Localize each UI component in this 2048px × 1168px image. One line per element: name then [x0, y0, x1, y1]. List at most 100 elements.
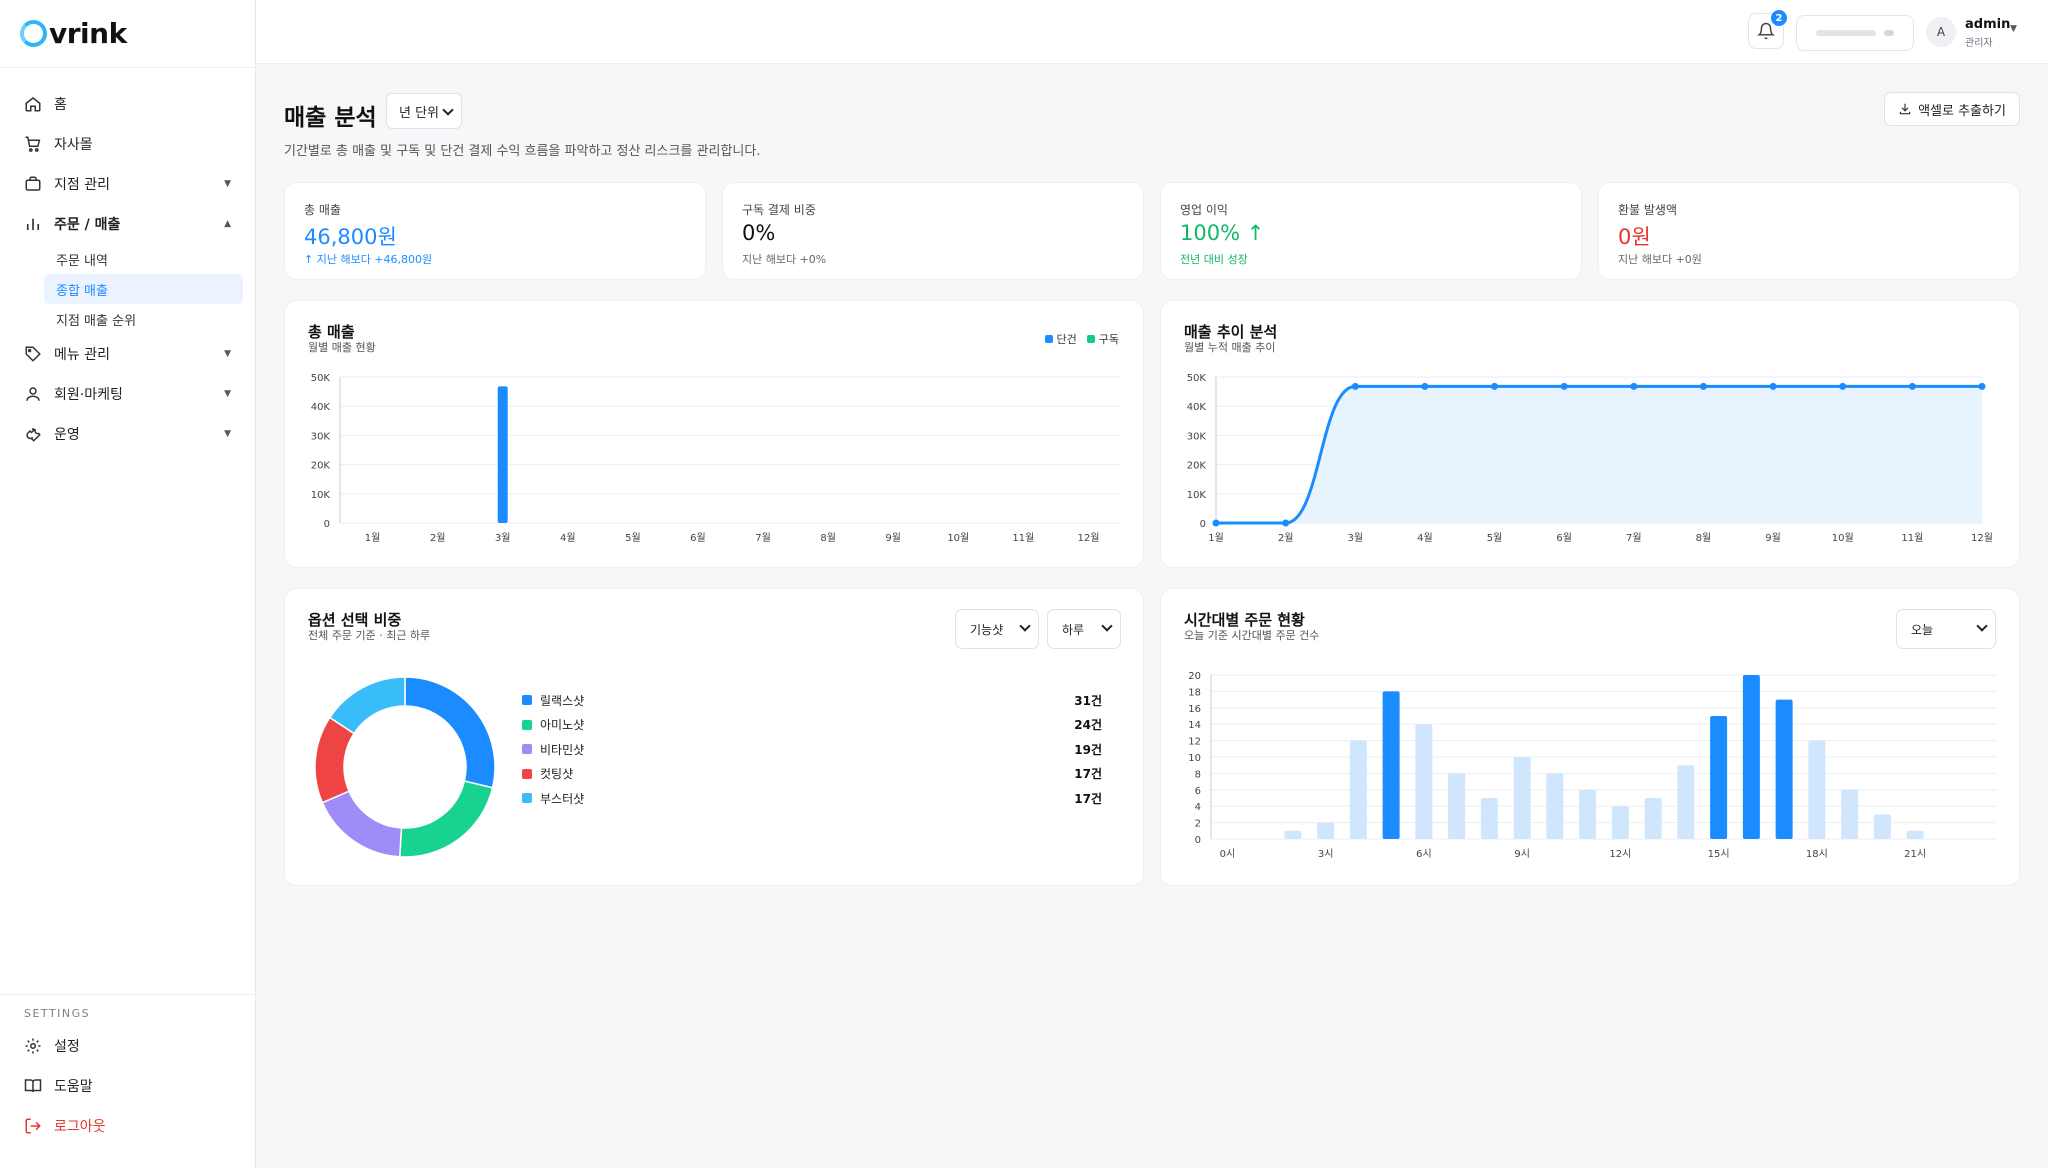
- trend-point: [1282, 519, 1290, 527]
- trend-point: [1908, 382, 1916, 390]
- chart-title: 총 매출: [308, 323, 355, 341]
- y-tick-label: 14: [1188, 720, 1201, 731]
- chart-title: 옵션 선택 비중: [308, 611, 402, 629]
- kpi-value: 100% ↑: [1180, 221, 1265, 245]
- y-tick-label: 10K: [1187, 490, 1207, 501]
- legend-label: 단건: [1056, 333, 1077, 346]
- hourly-orders-bar-chart: 0 2 4 6 8 10 12 14 16 18 20 0시 3시 6시 9시 12시 15시 18시 21시: [1188, 671, 1997, 860]
- chart-subtitle: 전체 주문 기준 · 최근 하루: [308, 629, 431, 642]
- sidebar-item-label: 자사몰: [54, 137, 93, 153]
- donut-slice: [328, 676, 406, 735]
- avatar[interactable]: A: [1926, 17, 1956, 47]
- donut-slice: [404, 676, 496, 789]
- sidebar-item-branches[interactable]: 지점 관리 ▼: [0, 164, 255, 204]
- category-select[interactable]: 기능샷: [955, 609, 1039, 649]
- kpi-label: 총 매출: [304, 203, 341, 217]
- option-legend-row: 릴랙스샷 31건: [522, 689, 1102, 711]
- y-tick-label: 10K: [311, 490, 331, 501]
- chevron-down-icon[interactable]: ▼: [2010, 24, 2017, 34]
- sidebar-item-members[interactable]: 회원·마케팅 ▼: [0, 374, 255, 414]
- export-excel-button[interactable]: 액셀로 추출하기: [1884, 92, 2020, 126]
- total-sales-bar-chart: 0 10K 20K 30K 40K 50K 1월 2월 3월 4월 5월 6월 7월 8월 9월 10월 11월…: [311, 373, 1121, 544]
- x-tick-label: 10월: [1832, 532, 1854, 544]
- logo-ring-icon: [20, 20, 47, 47]
- tag-icon: [25, 346, 41, 362]
- x-tick-label: 2월: [430, 532, 446, 544]
- gear-icon: [25, 1038, 41, 1054]
- sidebar-item-label: 도움말: [54, 1079, 93, 1095]
- x-tick-label: 3월: [495, 532, 511, 544]
- x-tick-label: 8월: [1696, 532, 1712, 544]
- x-tick-label: 12월: [1971, 532, 1993, 544]
- hour-bar: [1742, 675, 1760, 839]
- sidebar-item-settings[interactable]: 설정: [0, 1026, 255, 1066]
- sidebar-nav: 홈 자사몰 지점 관리 ▼ 주문 / 매출 ▲ 주문 내역 종합 매출 지점 매…: [0, 68, 255, 454]
- option-label: 부스터샷: [540, 791, 585, 806]
- legend-swatch: [522, 793, 532, 803]
- x-tick-label: 12시: [1609, 848, 1631, 860]
- option-legend-row: 컷팅샷 17건: [522, 763, 1102, 785]
- sidebar-item-shop[interactable]: 자사몰: [0, 124, 255, 164]
- hour-bar: [1579, 789, 1597, 839]
- trend-point: [1839, 382, 1847, 390]
- x-tick-label: 9월: [885, 532, 901, 544]
- legend-swatch: [522, 768, 532, 779]
- sales-trend-area-chart: 0 10K 20K 30K 40K 50K 1월 2월 3월 4월 5월 6월 7월 8월 9월 10월 11월…: [1187, 373, 1993, 544]
- y-tick-label: 16: [1188, 704, 1201, 715]
- sidebar-item-help[interactable]: 도움말: [0, 1066, 255, 1106]
- hour-bar: [1349, 740, 1367, 839]
- day-select[interactable]: 오늘: [1896, 609, 1996, 649]
- trend-point: [1630, 382, 1638, 390]
- brand-logo[interactable]: vrink: [0, 0, 255, 68]
- x-tick-label: 7월: [1626, 532, 1642, 544]
- hour-bar: [1611, 806, 1629, 839]
- sidebar-item-home[interactable]: 홈: [0, 84, 255, 124]
- sidebar-item-operations[interactable]: 운영 ▼: [0, 414, 255, 454]
- page-title: 매출 분석: [284, 105, 377, 131]
- chart-card-sales-trend: 매출 추이 분석 월별 누적 매출 추이 0 10K 20K 30K 40K 50K 1월 2…: [1160, 300, 2020, 568]
- kpi-card-refund: 환불 발생액 0원 지난 해보다 +0원: [1598, 182, 2020, 280]
- kpi-card-subscription-ratio: 구독 결제 비중 0% 지난 해보다 +0%: [722, 182, 1144, 280]
- chart-card-hourly-orders: 시간대별 주문 현황 오늘 기준 시간대별 주문 건수 오늘 0 2 4 6 8 10 12…: [1160, 588, 2020, 886]
- y-tick-label: 20: [1188, 671, 1201, 682]
- x-tick-label: 8월: [820, 532, 836, 544]
- chart-subtitle: 오늘 기준 시간대별 주문 건수: [1184, 629, 1320, 642]
- x-tick-label: 4월: [560, 532, 576, 544]
- y-tick-label: 30K: [1187, 431, 1207, 442]
- x-tick-label: 12월: [1077, 532, 1099, 544]
- search-placeholder-pill[interactable]: [1796, 15, 1914, 51]
- period-select[interactable]: 년 단위: [386, 93, 462, 129]
- user-role: 관리자: [1965, 38, 1993, 49]
- x-tick-label: 1월: [365, 532, 381, 544]
- bar-single: [497, 386, 508, 523]
- hour-bar: [1775, 699, 1793, 839]
- sidebar-subitem-total-sales[interactable]: 종합 매출: [44, 274, 243, 304]
- sidebar-subitem-orders[interactable]: 주문 내역: [44, 244, 243, 274]
- y-tick-label: 0: [1200, 519, 1206, 530]
- user-name[interactable]: admin: [1965, 17, 2011, 32]
- kpi-delta: 전년 대비 성장: [1180, 253, 1248, 266]
- option-count: 19건: [1074, 742, 1102, 757]
- chevron-down-icon: [442, 104, 454, 116]
- sidebar-item-menu[interactable]: 메뉴 관리 ▼: [0, 334, 255, 374]
- hour-bar: [1808, 740, 1826, 839]
- y-tick-label: 8: [1195, 769, 1201, 780]
- x-tick-label: 9시: [1514, 848, 1530, 860]
- y-tick-label: 10: [1188, 753, 1201, 764]
- notification-button[interactable]: 2: [1748, 10, 1787, 49]
- sidebar-item-orders-sales[interactable]: 주문 / 매출 ▲: [0, 204, 255, 244]
- x-tick-label: 9월: [1765, 532, 1781, 544]
- brand-name: vrink: [49, 17, 127, 50]
- x-tick-label: 7월: [755, 532, 771, 544]
- sidebar-item-label: 홈: [54, 97, 67, 113]
- hour-bar: [1382, 691, 1400, 839]
- option-label: 컷팅샷: [540, 767, 574, 781]
- sidebar-subitem-label: 지점 매출 순위: [56, 313, 137, 329]
- range-select[interactable]: 하루: [1047, 609, 1121, 649]
- sidebar-subitem-branch-ranking[interactable]: 지점 매출 순위: [44, 304, 243, 334]
- chart-legend: 단건 구독: [1044, 331, 1119, 347]
- x-tick-label: 0시: [1220, 848, 1236, 860]
- x-tick-label: 6월: [1556, 532, 1572, 544]
- sidebar-item-logout[interactable]: 로그아웃: [0, 1106, 255, 1146]
- sidebar-item-label: 주문 / 매출: [54, 217, 121, 233]
